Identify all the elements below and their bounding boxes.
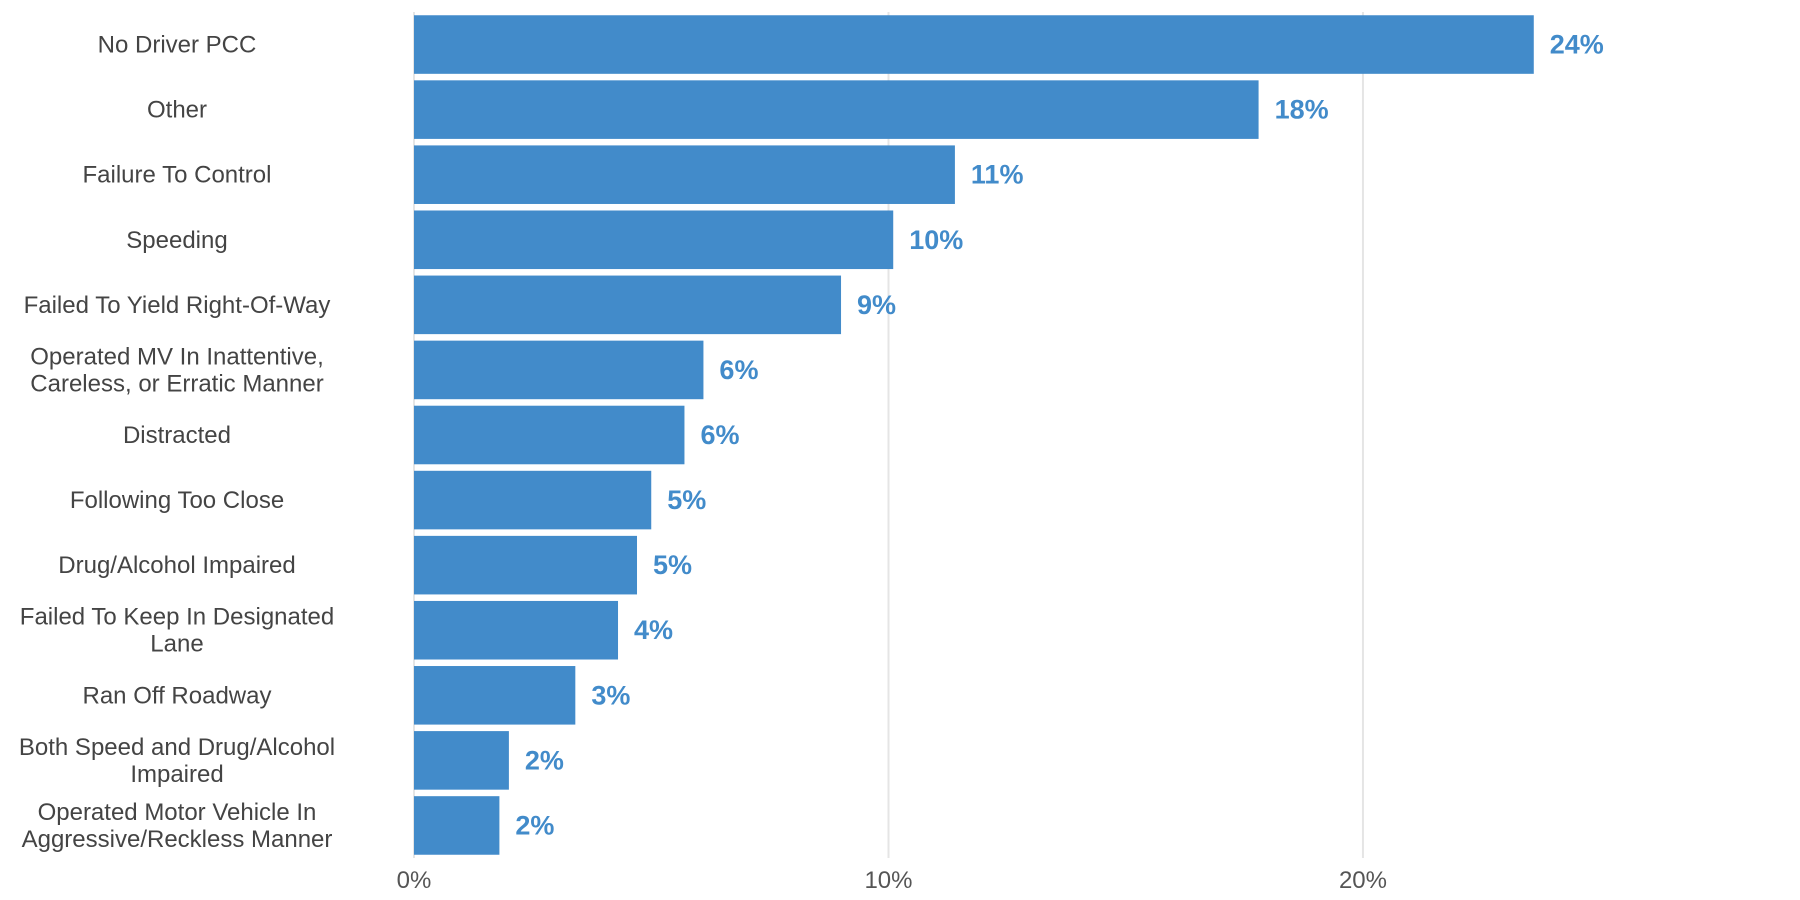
bar-value-label: 18%: [1275, 95, 1329, 125]
category-label-line: Drug/Alcohol Impaired: [58, 552, 295, 579]
category-label: Drug/Alcohol Impaired: [58, 552, 295, 579]
category-label-line: Both Speed and Drug/Alcohol: [19, 734, 335, 761]
bar: [414, 15, 1534, 74]
bar: [414, 275, 842, 335]
category-label-line: Lane: [150, 631, 203, 658]
bar: [414, 210, 894, 270]
x-axis-tick-labels: 0% 10% 20%: [397, 867, 1387, 894]
category-label-line: Failure To Control: [83, 162, 272, 189]
category-label: Failed To Yield Right-Of-Way: [24, 292, 331, 319]
bar: [414, 470, 652, 530]
bar-value-label: 6%: [719, 355, 758, 385]
bar: [414, 340, 704, 400]
bar: [414, 731, 509, 790]
category-label-line: Impaired: [130, 761, 223, 788]
category-label: Both Speed and Drug/Alcohol Impaired: [19, 734, 335, 788]
category-label: Failure To Control: [83, 162, 272, 189]
bar-value-label: 10%: [909, 225, 963, 255]
category-label-line: Failed To Yield Right-Of-Way: [24, 292, 331, 319]
bar: [414, 405, 685, 465]
bar-value-label: 24%: [1550, 30, 1604, 60]
category-label-line: Following Too Close: [70, 487, 284, 514]
bar-value-label: 3%: [591, 680, 630, 710]
bar: [414, 145, 955, 204]
category-label-line: Other: [147, 97, 207, 124]
category-label: Ran Off Roadway: [83, 682, 272, 709]
category-label: Operated MV In Inattentive, Careless, or …: [30, 343, 324, 397]
bars: [414, 15, 1534, 855]
x-tick-label: 10%: [864, 867, 912, 894]
category-label: Failed To Keep In Designated Lane: [20, 604, 334, 658]
category-label-line: Speeding: [126, 227, 227, 254]
category-labels: No Driver PCC Other Failure To Control Spee…: [19, 32, 335, 853]
category-label-line: No Driver PCC: [98, 32, 257, 59]
category-label-line: Ran Off Roadway: [83, 682, 272, 709]
bar-value-label: 5%: [653, 550, 692, 580]
category-label-line: Careless, or Erratic Manner: [30, 370, 323, 397]
bar-value-label: 9%: [857, 290, 896, 320]
category-label: Distracted: [123, 422, 231, 449]
bar-value-label: 2%: [515, 810, 554, 840]
category-label: No Driver PCC: [98, 32, 257, 59]
category-label: Other: [147, 97, 207, 124]
bar-value-label: 6%: [700, 420, 739, 450]
category-label-line: Aggressive/Reckless Manner: [22, 826, 333, 853]
category-label-line: Failed To Keep In Designated: [20, 604, 334, 631]
bar-value-label: 11%: [971, 160, 1024, 190]
value-labels: 24% 18% 11% 10% 9% 6% 6% 5% 5% 4% 3% 2% 2%: [515, 30, 1603, 841]
category-label: Speeding: [126, 227, 227, 254]
category-label-line: Operated Motor Vehicle In: [38, 799, 317, 826]
category-label-line: Operated MV In Inattentive,: [30, 343, 324, 370]
x-tick-label: 20%: [1339, 867, 1387, 894]
category-label: Following Too Close: [70, 487, 284, 514]
bar: [414, 666, 576, 725]
bar-value-label: 5%: [667, 485, 706, 515]
bar: [414, 796, 500, 855]
bar: [414, 600, 619, 660]
category-label-line: Distracted: [123, 422, 231, 449]
x-tick-label: 0%: [397, 867, 432, 894]
bar: [414, 80, 1259, 139]
bar-value-label: 2%: [525, 745, 564, 775]
category-label: Operated Motor Vehicle In Aggressive/Reck…: [22, 799, 333, 853]
bar-value-label: 4%: [634, 615, 673, 645]
bar: [414, 535, 638, 595]
